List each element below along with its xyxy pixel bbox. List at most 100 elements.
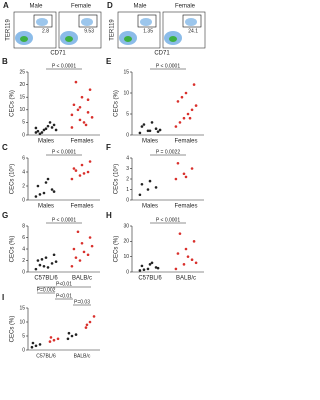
y-axis-label: CECs (%)	[114, 90, 120, 117]
y-tick-label: 6	[22, 235, 25, 241]
data-point	[34, 131, 38, 134]
data-point	[140, 264, 144, 268]
data-point	[88, 160, 92, 163]
y-tick-label: 20	[123, 239, 129, 245]
data-point	[176, 100, 180, 103]
data-point	[176, 252, 180, 255]
y-tick-label: 15	[19, 305, 25, 311]
data-point	[88, 236, 92, 239]
y-tick-label: 3	[126, 166, 129, 172]
y-axis-label: CECs (10⁵)	[113, 164, 120, 195]
data-point	[78, 118, 82, 122]
p-value: P < 0.0001	[156, 63, 180, 69]
data-point	[54, 128, 58, 132]
data-point	[174, 267, 178, 271]
group-label: Male	[133, 4, 147, 10]
y-tick-label: 0	[22, 132, 25, 138]
data-point	[180, 95, 184, 99]
data-point	[154, 186, 158, 189]
data-point	[174, 177, 178, 181]
data-point	[74, 333, 78, 336]
data-point	[80, 241, 84, 245]
data-point	[72, 247, 76, 251]
data-point	[176, 161, 180, 165]
data-point	[150, 261, 154, 265]
x-tick-label: Females	[174, 204, 197, 210]
data-point	[192, 240, 196, 243]
x-tick-label: C57BL/6	[138, 276, 162, 282]
data-point	[42, 264, 46, 268]
data-point	[138, 193, 142, 197]
data-point	[158, 128, 162, 132]
flow-cloud-core	[124, 36, 132, 42]
data-point	[38, 193, 42, 196]
flow-cloud	[140, 18, 152, 26]
data-point	[34, 344, 38, 348]
data-point	[78, 259, 82, 262]
p-value: P < 0.0001	[52, 217, 76, 223]
group-label: BALB/c	[74, 353, 91, 359]
y-tick-label: 10	[19, 319, 25, 325]
data-point	[67, 331, 71, 335]
data-point	[46, 266, 50, 269]
data-point	[40, 258, 44, 261]
p-value: P < 0.0001	[52, 63, 76, 69]
data-point	[70, 264, 74, 268]
p-value: P<0.01	[56, 293, 72, 299]
data-point	[44, 127, 48, 130]
data-point	[48, 121, 52, 124]
y-tick-label: 0	[126, 269, 129, 275]
y-tick-label: 10	[19, 107, 25, 113]
y-tick-label: 0	[126, 132, 129, 138]
flow-cloud-core	[20, 36, 28, 42]
x-axis-label: CD71	[154, 51, 170, 57]
data-point	[140, 182, 144, 186]
y-tick-label: 5	[22, 333, 25, 339]
data-point	[194, 261, 198, 265]
panel-label: A	[3, 1, 9, 10]
x-tick-label: BALB/c	[72, 276, 92, 282]
data-point	[178, 232, 182, 235]
data-point	[34, 267, 38, 271]
data-point	[50, 126, 54, 129]
x-tick-label: Females	[70, 139, 93, 145]
panel-label: E	[106, 57, 112, 66]
data-point	[40, 131, 44, 134]
y-axis-label: TER119	[6, 19, 12, 41]
data-point	[36, 129, 40, 133]
data-point	[194, 104, 198, 107]
x-tick-label: Females	[70, 204, 93, 210]
data-point	[190, 258, 194, 262]
group-label: Female	[71, 4, 92, 10]
data-point	[52, 123, 56, 127]
y-tick-label: 25	[19, 69, 25, 75]
data-point	[52, 190, 56, 193]
flow-cloud	[185, 18, 197, 26]
p-value: P=0.002	[37, 287, 56, 293]
data-point	[182, 172, 186, 176]
y-tick-label: 0	[22, 347, 25, 353]
y-tick-label: 4	[22, 169, 25, 175]
data-point	[48, 340, 52, 343]
y-tick-label: 10	[123, 254, 129, 260]
p-value: P < 0.0001	[156, 217, 180, 223]
flow-cloud-core	[65, 36, 73, 42]
y-tick-label: 30	[123, 223, 129, 229]
y-tick-label: 2	[22, 258, 25, 264]
data-point	[142, 268, 146, 272]
data-point	[154, 127, 158, 130]
data-point	[85, 323, 89, 327]
y-tick-label: 4	[126, 155, 129, 161]
data-point	[184, 175, 188, 179]
p-value: P = 0.0022	[156, 149, 180, 155]
data-point	[70, 126, 74, 129]
data-point	[138, 269, 142, 272]
gate-value: 2.8	[42, 28, 49, 34]
group-label: Male	[29, 4, 43, 10]
panel-label: I	[2, 293, 4, 302]
data-point	[49, 336, 53, 339]
gate	[137, 14, 157, 28]
data-point	[86, 253, 90, 257]
data-point	[42, 128, 46, 132]
data-point	[174, 125, 178, 128]
